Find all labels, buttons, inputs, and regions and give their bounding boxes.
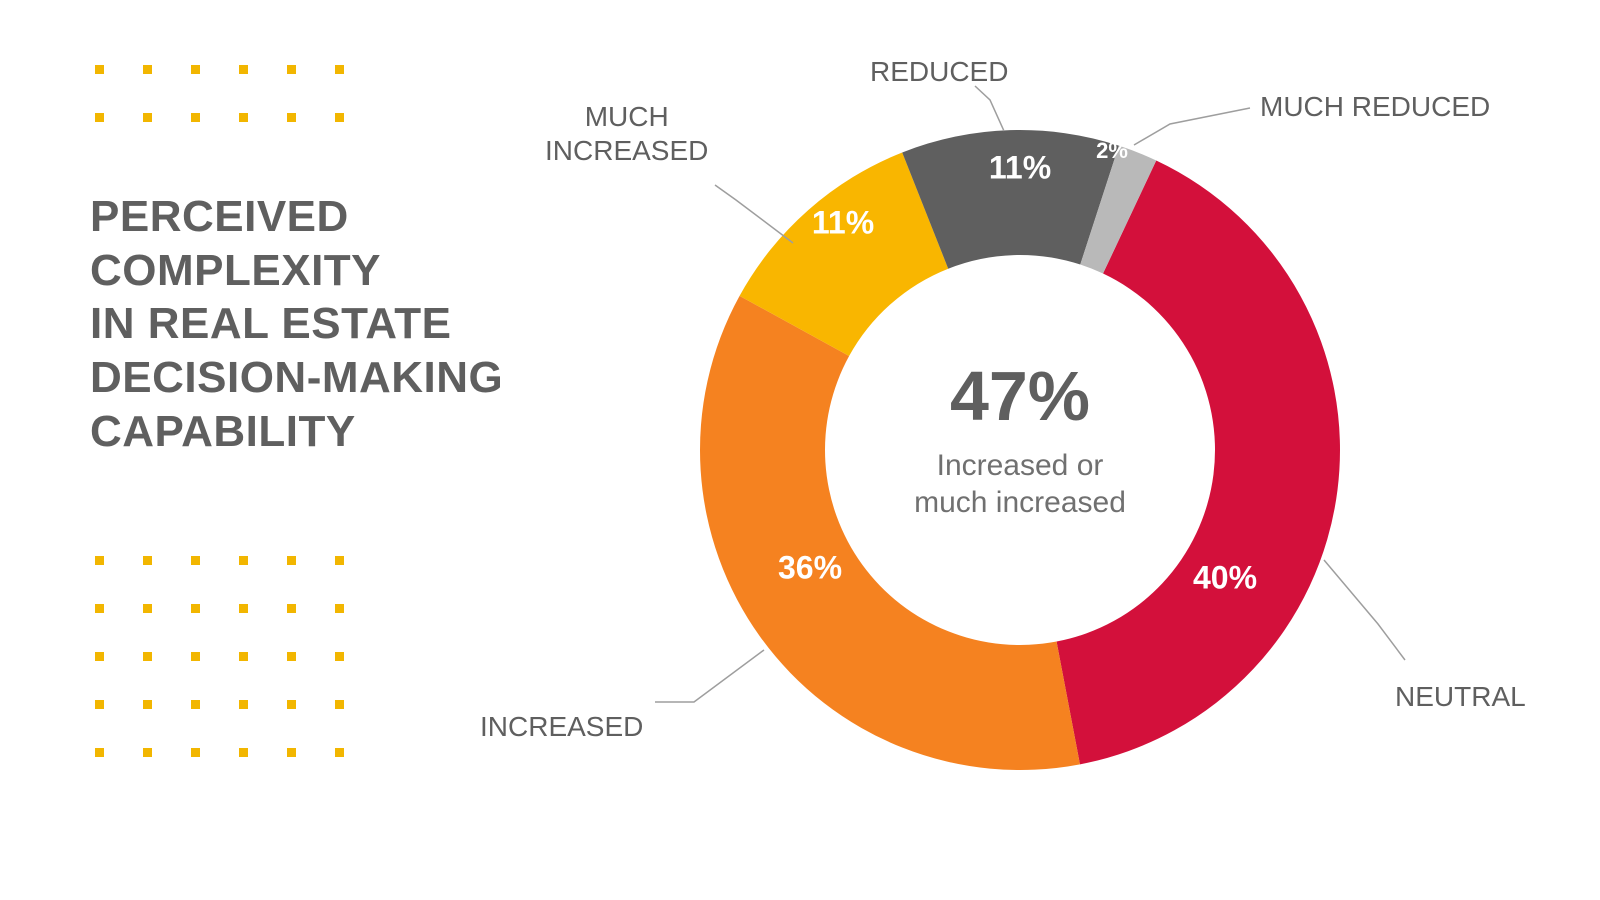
donut-pct-much-increased: 11% xyxy=(812,204,874,240)
donut-pct-neutral: 40% xyxy=(1193,559,1257,595)
leader-neutral xyxy=(1324,560,1405,660)
slice-label-much-increased: MUCH INCREASED xyxy=(545,100,708,167)
slice-label-much-increased-l1: MUCH xyxy=(585,101,669,132)
donut-center-percent: 47% xyxy=(950,357,1090,435)
slice-label-increased: INCREASED xyxy=(480,710,643,744)
slice-label-reduced: REDUCED xyxy=(870,55,1008,89)
donut-pct-increased: 36% xyxy=(778,549,842,585)
slice-label-much-increased-l2: INCREASED xyxy=(545,135,708,166)
leader-reduced xyxy=(975,86,1004,131)
donut-center-sub-2: much increased xyxy=(914,486,1126,519)
donut-chart: 40% 36% 11% 11% 2% 47% Increased or much increa… xyxy=(0,0,1600,900)
slice-label-neutral: NEUTRAL xyxy=(1395,680,1526,714)
infographic-stage: PERCEIVED COMPLEXITY IN REAL ESTATE DECI… xyxy=(0,0,1600,900)
donut-center-sub-1: Increased or xyxy=(937,449,1104,482)
leader-much-increased xyxy=(715,185,793,243)
donut-pct-much-reduced: 2% xyxy=(1096,138,1128,163)
slice-label-much-reduced: MUCH REDUCED xyxy=(1260,90,1490,124)
donut-pct-reduced: 11% xyxy=(989,149,1051,185)
leader-increased xyxy=(655,650,764,702)
leader-much-reduced xyxy=(1134,108,1250,145)
